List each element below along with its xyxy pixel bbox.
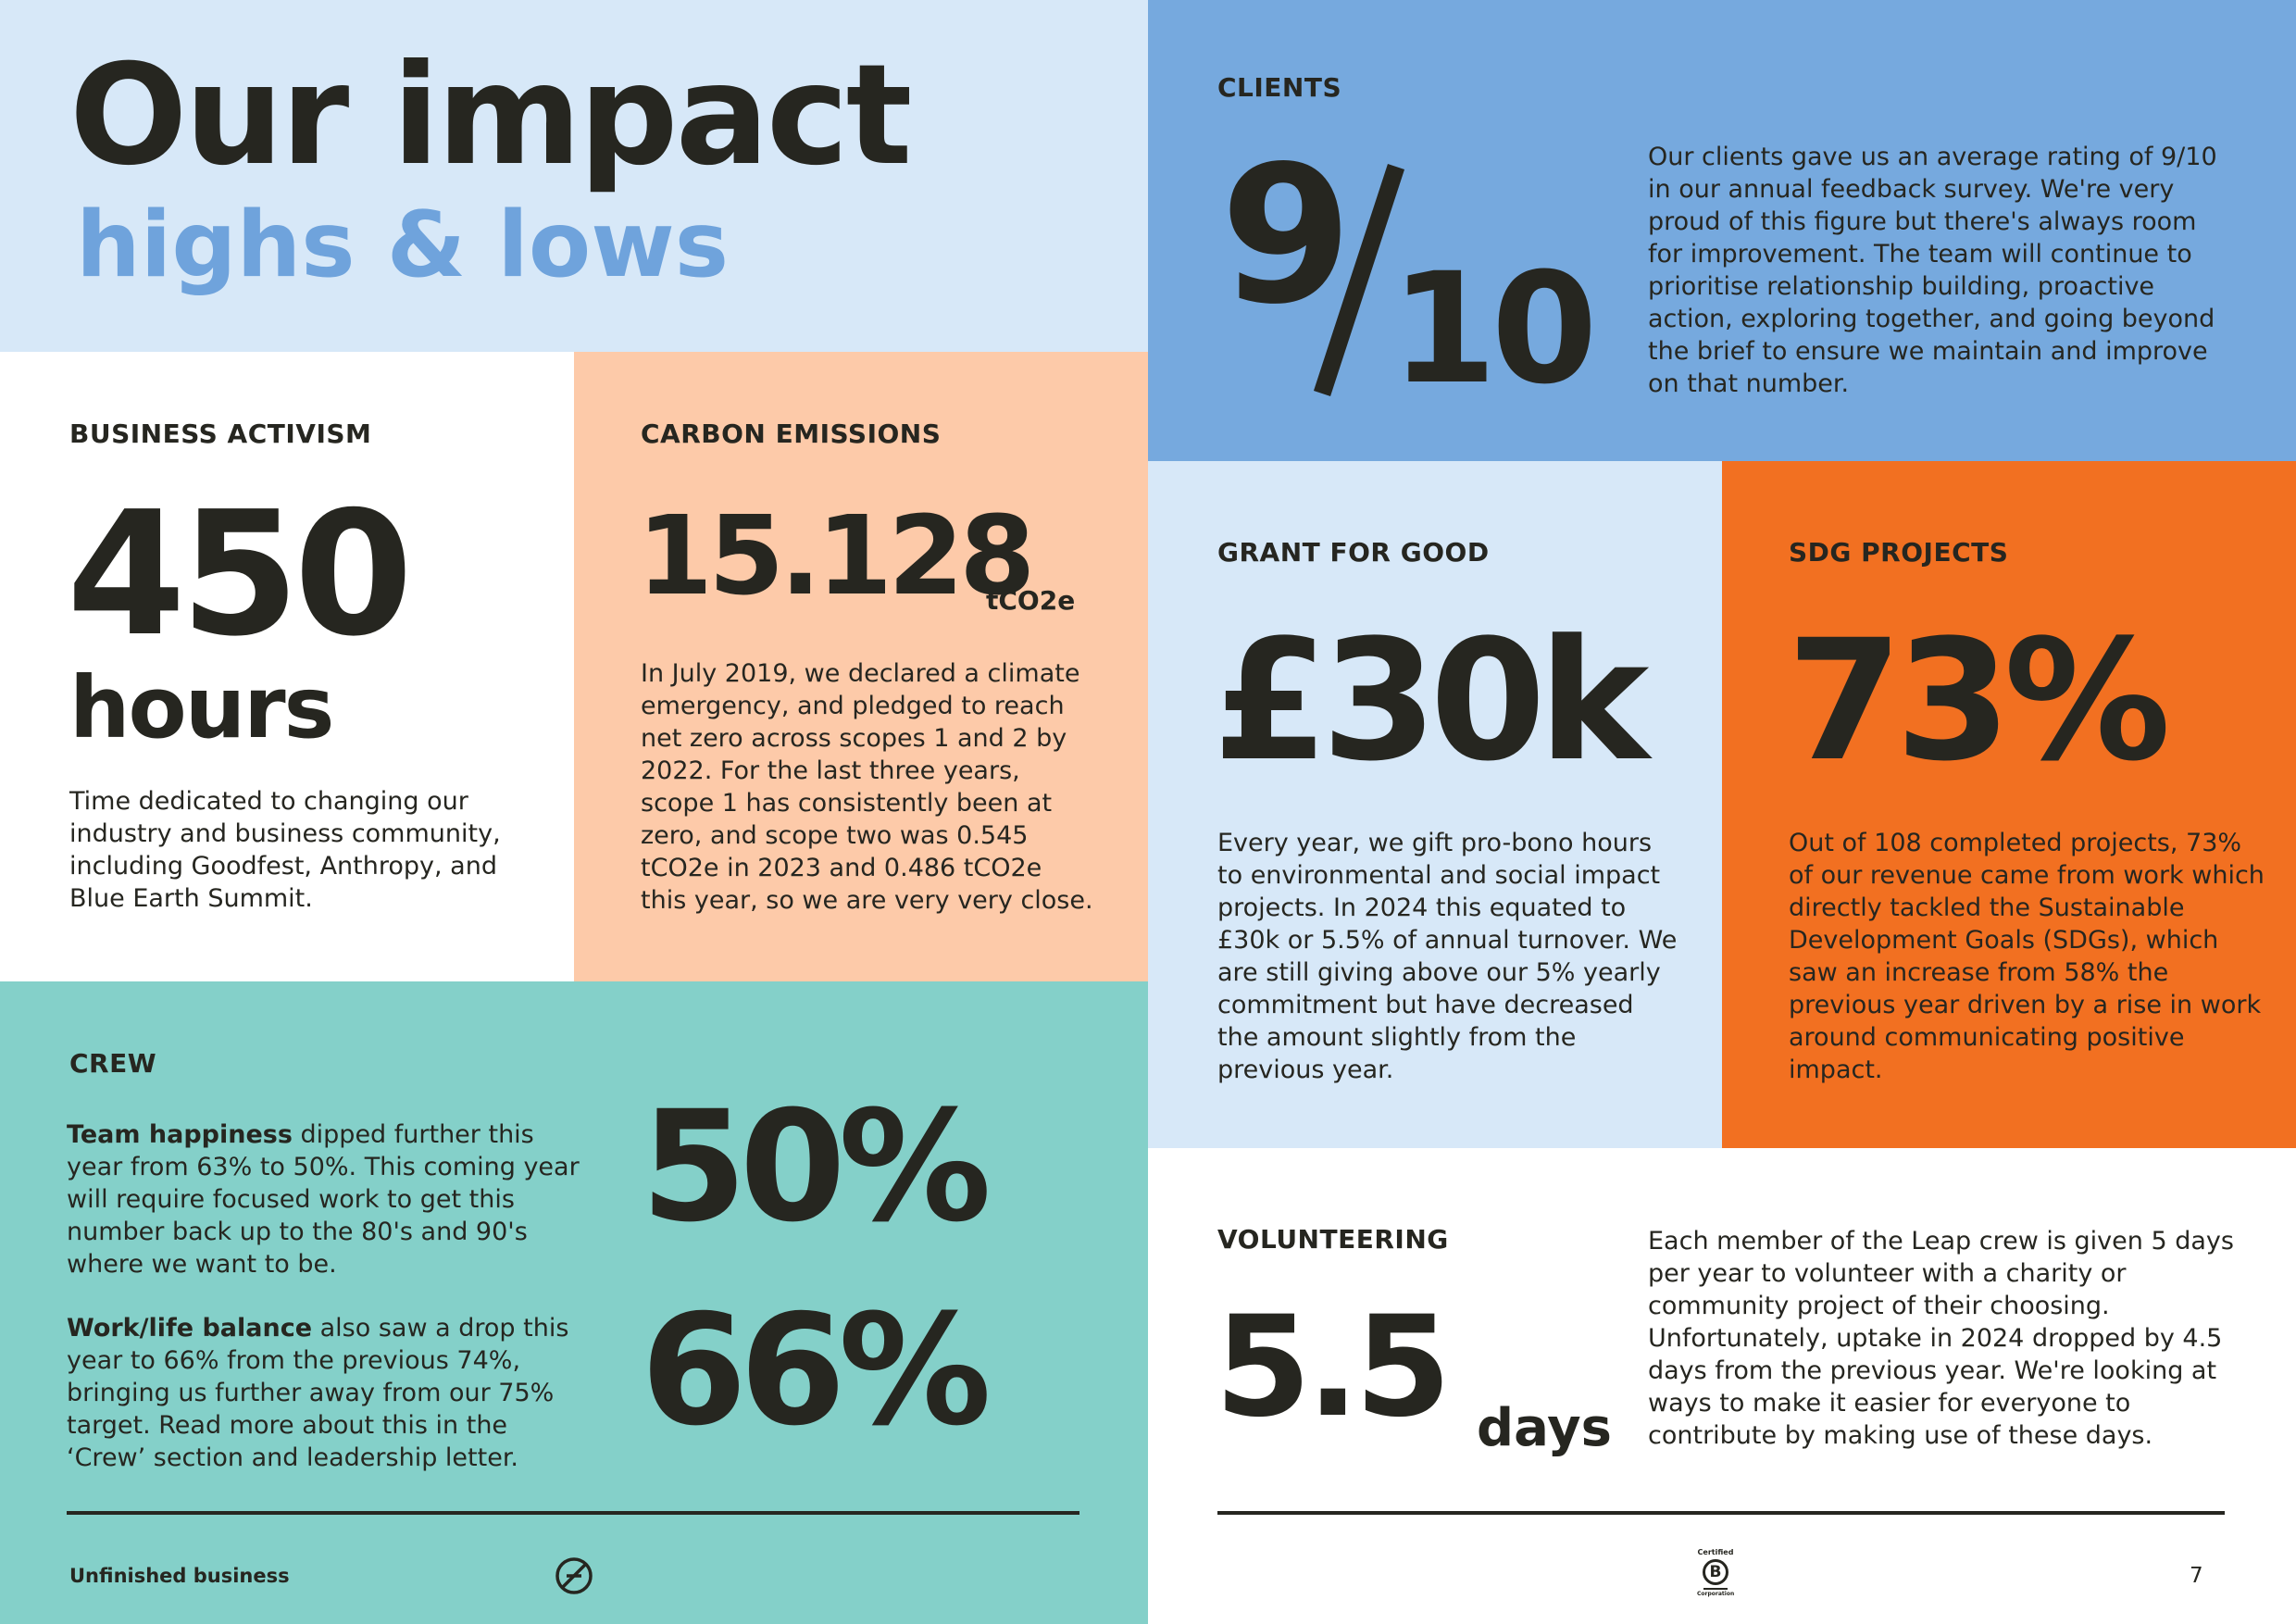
crew-balance-figure: 66%	[641, 1281, 992, 1459]
sdg-text: Out of 108 completed projects, 73% of ou…	[1789, 829, 2265, 1084]
bcorp-top-text: Certified	[1697, 1548, 1734, 1556]
carbon-panel: CARBON EMISSIONS 15.128 tCO2e In July 20…	[574, 352, 1148, 981]
footer-left-text: Unfinished business	[69, 1565, 290, 1587]
crew-balance-text: Work/life balance also saw a drop this y…	[67, 1312, 585, 1474]
volunteering-unit: days	[1477, 1398, 1612, 1458]
business-activism-label: BUSINESS ACTIVISM	[69, 418, 372, 449]
sdg-panel: SDG PROJECTS 73% Out of 108 completed pr…	[1722, 461, 2296, 1148]
clients-slash	[1304, 164, 1405, 398]
crew-happiness-figure: 50%	[641, 1078, 992, 1255]
volunteering-figure: 5.5	[1215, 1287, 1452, 1448]
volunteering-text: Each member of the Leap crew is given 5 …	[1648, 1227, 2234, 1450]
crew-happiness-text: Team happiness dipped further this year …	[67, 1118, 585, 1280]
crew-panel: CREW Team happiness dipped further this …	[0, 981, 1148, 1624]
grant-label: GRANT FOR GOOD	[1217, 537, 1490, 568]
carbon-figure: 15.128	[637, 492, 1035, 619]
carbon-label: CARBON EMISSIONS	[641, 418, 942, 449]
clients-text: Our clients gave us an average rating of…	[1648, 143, 2217, 398]
business-activism-unit: hours	[69, 658, 334, 757]
clients-label: CLIENTS	[1217, 72, 1342, 103]
crew-balance-body: also saw a drop this year to 66% from th…	[67, 1314, 569, 1472]
volunteering-divider	[1217, 1511, 2225, 1515]
business-activism-panel: BUSINESS ACTIVISM 450 hours Time dedicat…	[0, 352, 574, 981]
grant-figure: £30k	[1213, 605, 1649, 798]
clients-numerator: 9	[1220, 126, 1353, 346]
sdg-figure: 73%	[1787, 605, 2171, 798]
crew-balance-title: Work/life balance	[67, 1314, 313, 1343]
bcorp-logo: Certified B Corporation	[1697, 1548, 1734, 1607]
business-activism-text: Time dedicated to changing our industry …	[69, 787, 501, 913]
bcorp-bottom-text: Corporation	[1697, 1591, 1735, 1597]
volunteering-panel: VOLUNTEERING 5.5 days Each member of the…	[1148, 1148, 2296, 1624]
sdg-label: SDG PROJECTS	[1789, 537, 2009, 568]
crew-divider	[67, 1511, 1079, 1515]
volunteering-label: VOLUNTEERING	[1217, 1224, 1449, 1255]
clients-panel: CLIENTS 9 10 Our clients gave us an aver…	[1148, 0, 2296, 461]
bcorp-underline	[1703, 1588, 1728, 1590]
bcorp-circle: B	[1703, 1559, 1728, 1585]
crew-happiness-body: dipped further this year from 63% to 50%…	[67, 1120, 580, 1279]
crew-happiness-title: Team happiness	[67, 1120, 293, 1149]
no-symbol-icon	[554, 1555, 594, 1596]
grant-panel: GRANT FOR GOOD £30k Every year, we gift …	[1148, 461, 1722, 1148]
business-activism-figure: 450	[67, 474, 413, 674]
grant-text: Every year, we gift pro-bono hours to en…	[1217, 829, 1678, 1084]
page-title: Our impact	[69, 35, 912, 196]
page-number: 7	[2190, 1564, 2203, 1588]
crew-label: CREW	[69, 1048, 157, 1079]
clients-denominator: 10	[1391, 240, 1598, 418]
carbon-unit: tCO2e	[986, 585, 1076, 616]
bcorp-letter: B	[1709, 1563, 1722, 1581]
header-panel: Our impact highs & lows	[0, 0, 1148, 352]
page-subtitle: highs & lows	[76, 193, 730, 298]
carbon-text: In July 2019, we declared a climate emer…	[641, 659, 1093, 915]
